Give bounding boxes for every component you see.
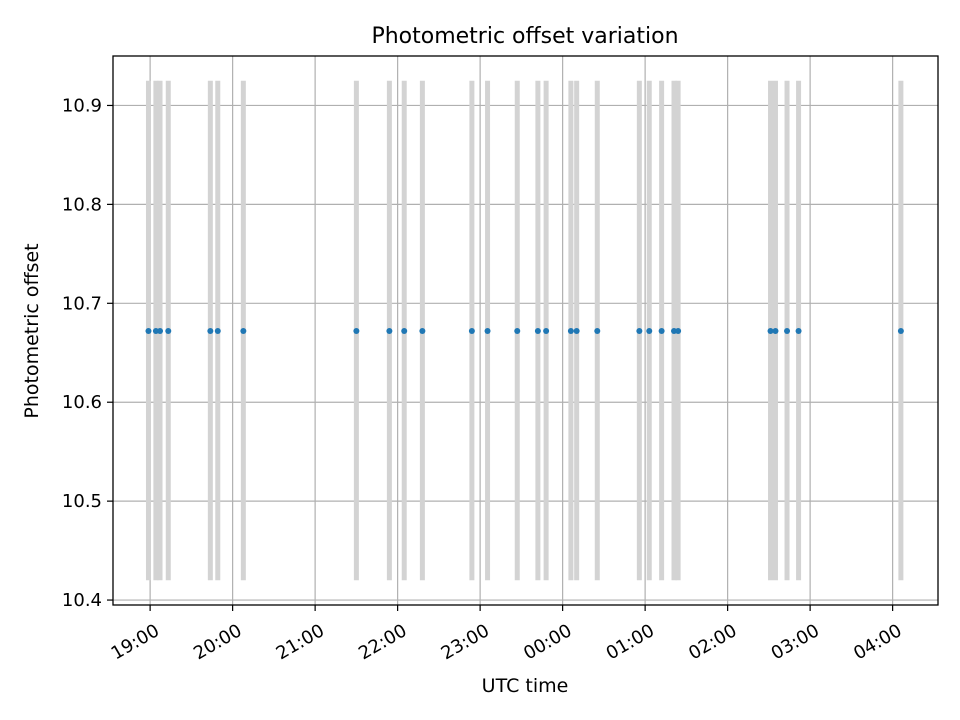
x-axis-label: UTC time (482, 675, 569, 697)
data-point (514, 327, 521, 334)
data-point (784, 327, 791, 334)
data-point (207, 327, 214, 334)
data-point (152, 327, 159, 334)
data-point (636, 327, 643, 334)
data-point (671, 327, 677, 334)
data-point (165, 327, 172, 334)
grid-lines (113, 56, 938, 605)
data-point (567, 327, 574, 334)
data-point (386, 327, 393, 334)
plot-frame (112, 55, 939, 606)
data-point (897, 327, 904, 334)
chart-title: Photometric offset variation (371, 24, 678, 49)
y-tick-label: 10.8 (62, 194, 102, 215)
data-point (214, 327, 221, 334)
data-point (401, 327, 408, 334)
y-tick-label: 10.6 (62, 392, 102, 413)
data-point (795, 327, 802, 334)
data-point (646, 327, 653, 334)
y-tick-label: 10.4 (62, 590, 102, 611)
data-point (658, 327, 665, 334)
data-point (543, 327, 550, 334)
data-point (594, 327, 601, 334)
data-point (419, 327, 426, 334)
data-point (240, 327, 247, 334)
y-tick-label: 10.5 (62, 491, 102, 512)
data-point (353, 327, 360, 334)
y-axis-label: Photometric offset (21, 243, 43, 418)
data-point (157, 327, 164, 334)
data-point (573, 327, 580, 334)
data-point (484, 327, 491, 334)
data-points (145, 327, 904, 334)
data-point (534, 327, 541, 334)
data-point (767, 327, 774, 334)
data-point (675, 327, 682, 334)
y-axis: 10.4 10.5 10.6 10.7 10.8 10.9 (62, 95, 113, 611)
data-point (772, 327, 779, 334)
data-point (145, 327, 152, 334)
data-point (468, 327, 475, 334)
y-tick-label: 10.7 (62, 293, 102, 314)
y-tick-label: 10.9 (62, 95, 102, 116)
